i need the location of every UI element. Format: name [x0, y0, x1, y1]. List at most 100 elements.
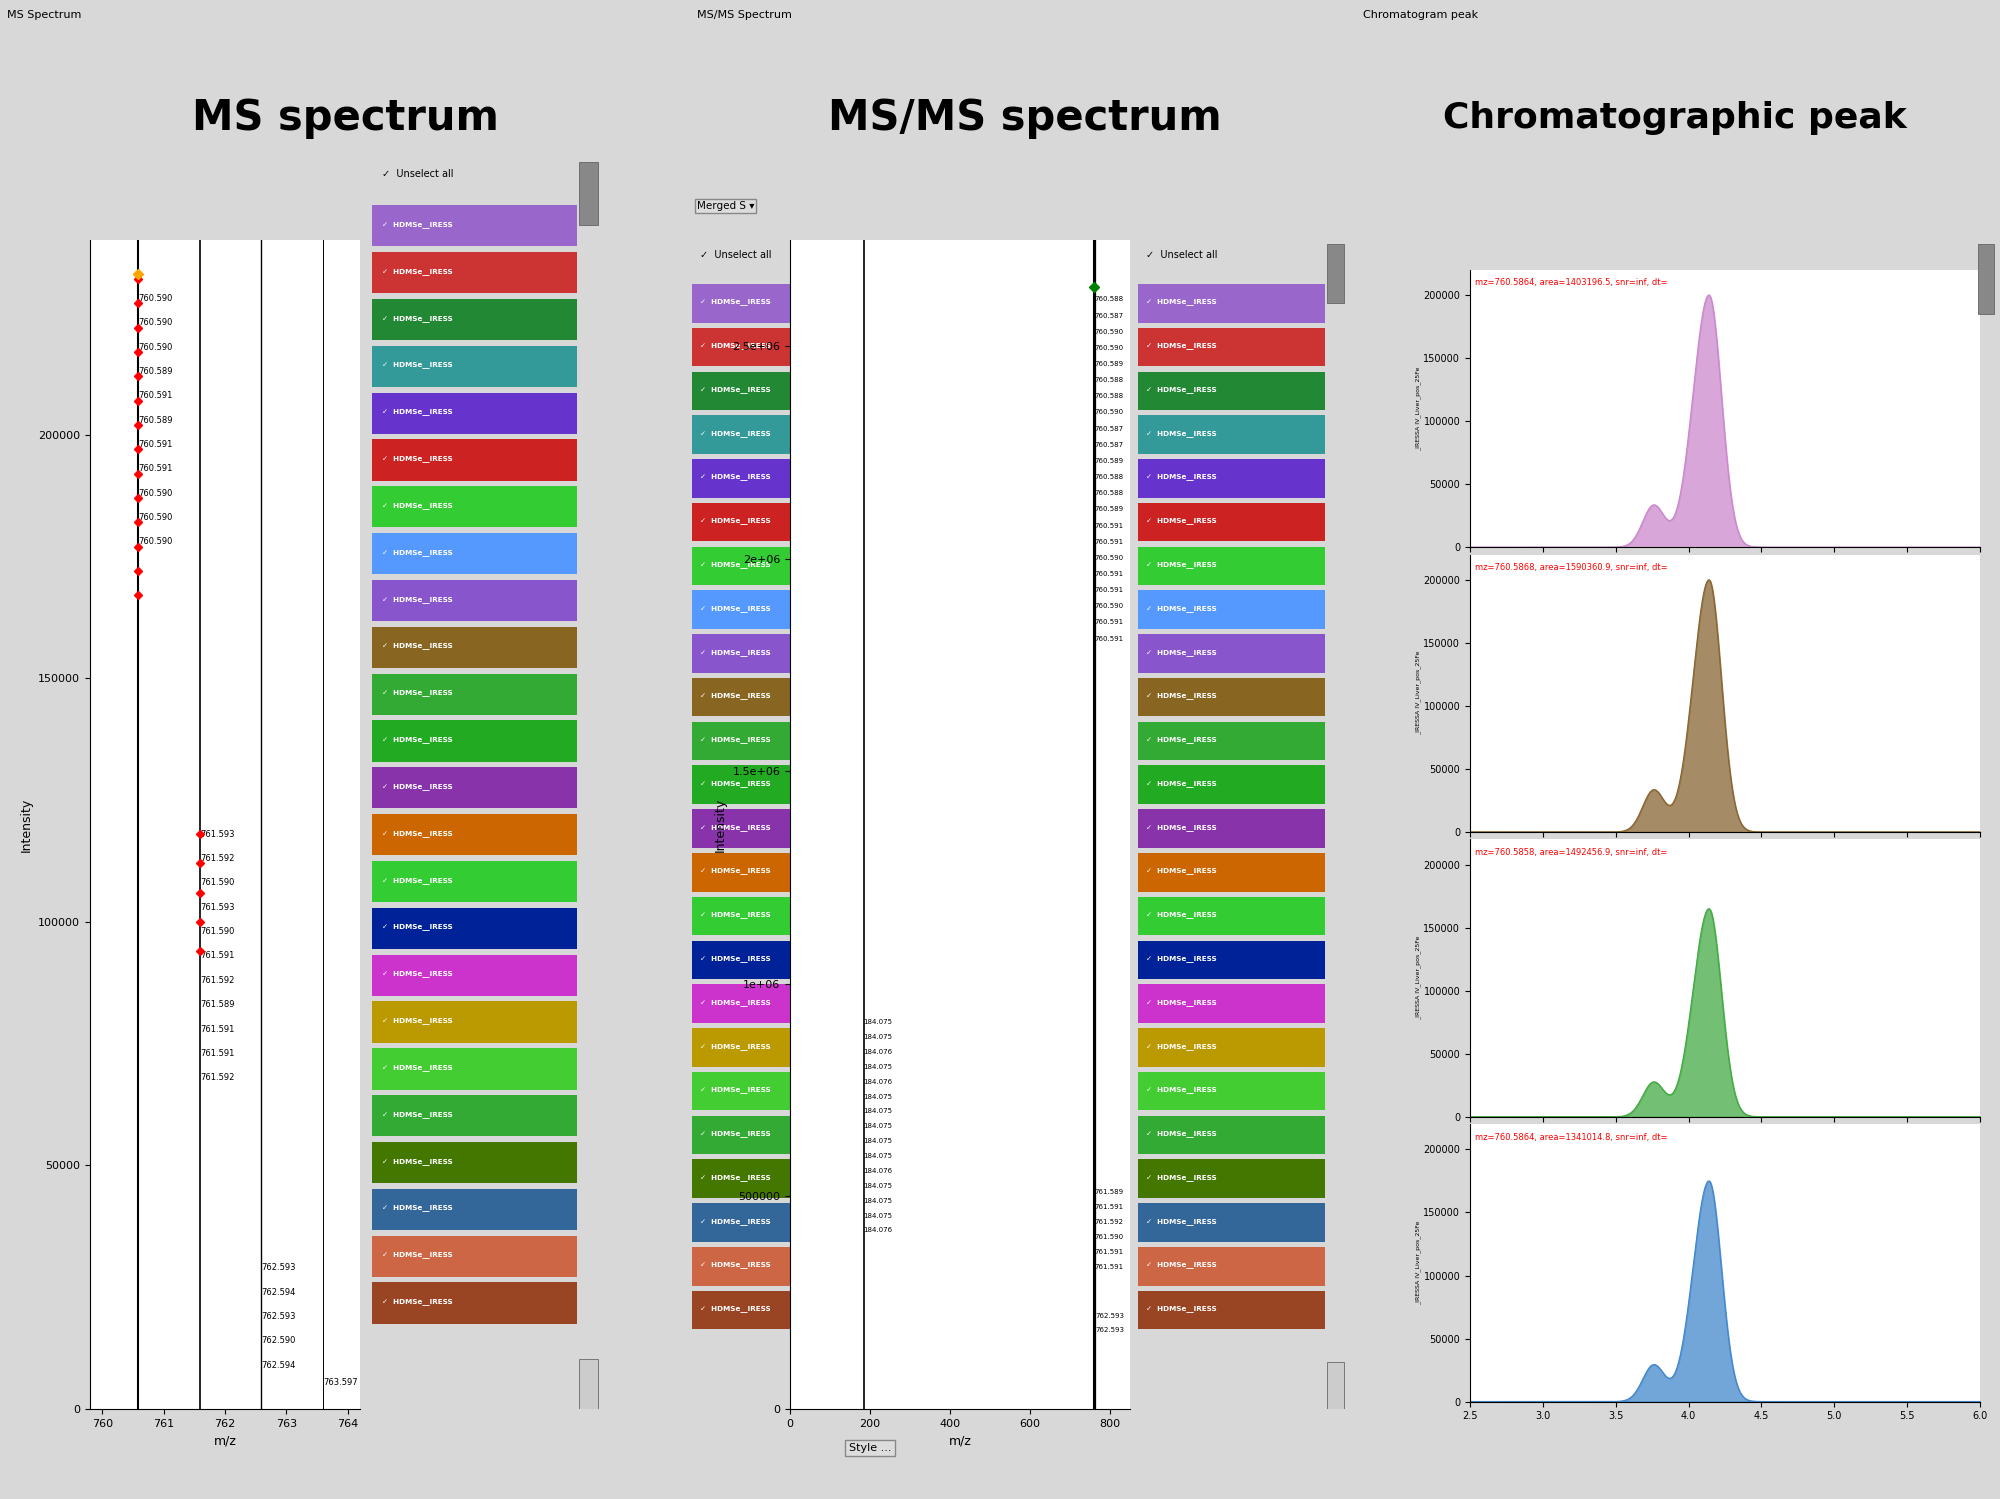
Text: ✓  HDMSe__IRESS: ✓ HDMSe__IRESS [382, 782, 452, 790]
Text: 761.591: 761.591 [1094, 1249, 1124, 1255]
Text: ✓  HDMSe__IRESS: ✓ HDMSe__IRESS [1146, 1262, 1218, 1268]
Text: 184.076: 184.076 [864, 1168, 892, 1174]
Text: 761.590: 761.590 [1094, 1234, 1124, 1240]
Text: 184.075: 184.075 [864, 1034, 892, 1040]
FancyBboxPatch shape [372, 721, 576, 761]
FancyBboxPatch shape [372, 580, 576, 621]
Text: ✓  HDMSe__IRESS: ✓ HDMSe__IRESS [700, 955, 772, 962]
Text: ✓  HDMSe__IRESS: ✓ HDMSe__IRESS [1146, 474, 1218, 481]
Text: ✓  HDMSe__IRESS: ✓ HDMSe__IRESS [382, 268, 452, 274]
Text: ✓  HDMSe__IRESS: ✓ HDMSe__IRESS [1146, 1174, 1218, 1181]
FancyBboxPatch shape [692, 985, 878, 1022]
Y-axis label: _IRESSA IV_Liver_pos_25Fe: _IRESSA IV_Liver_pos_25Fe [1414, 651, 1420, 736]
Text: 761.591: 761.591 [200, 1049, 234, 1058]
Y-axis label: Intensity: Intensity [20, 797, 32, 851]
Text: 761.589: 761.589 [1094, 1189, 1124, 1195]
Text: ✓  HDMSe__IRESS: ✓ HDMSe__IRESS [382, 830, 452, 836]
Text: 761.591: 761.591 [1094, 1204, 1124, 1210]
Text: ✓  Unselect all: ✓ Unselect all [382, 169, 452, 178]
Text: 760.590: 760.590 [138, 489, 174, 498]
Text: 762.593: 762.593 [1096, 1328, 1124, 1334]
Text: 760.591: 760.591 [138, 439, 174, 450]
FancyBboxPatch shape [580, 1358, 598, 1409]
Text: MS spectrum: MS spectrum [192, 97, 498, 139]
Text: Chromatogram peak: Chromatogram peak [1364, 10, 1478, 19]
Text: ✓  HDMSe__IRESS: ✓ HDMSe__IRESS [700, 1087, 772, 1093]
Text: ✓  HDMSe__IRESS: ✓ HDMSe__IRESS [1146, 430, 1218, 436]
Text: ✓  HDMSe__IRESS: ✓ HDMSe__IRESS [700, 1262, 772, 1268]
Text: ✓  HDMSe__IRESS: ✓ HDMSe__IRESS [382, 456, 452, 462]
Text: ✓  HDMSe__IRESS: ✓ HDMSe__IRESS [1146, 693, 1218, 700]
FancyBboxPatch shape [692, 1204, 878, 1241]
Text: ✓  HDMSe__IRESS: ✓ HDMSe__IRESS [700, 1174, 772, 1181]
FancyBboxPatch shape [1138, 1159, 1324, 1198]
FancyBboxPatch shape [692, 853, 878, 892]
FancyBboxPatch shape [692, 940, 878, 979]
Text: ✓  HDMSe__IRESS: ✓ HDMSe__IRESS [382, 315, 452, 321]
Text: 760.588: 760.588 [1094, 297, 1124, 303]
FancyBboxPatch shape [1138, 1072, 1324, 1111]
FancyBboxPatch shape [372, 346, 576, 387]
Text: ✓  HDMSe__IRESS: ✓ HDMSe__IRESS [382, 736, 452, 744]
Text: ✓  HDMSe__IRESS: ✓ HDMSe__IRESS [1146, 387, 1218, 393]
FancyBboxPatch shape [372, 205, 576, 246]
Text: 760.590: 760.590 [138, 537, 174, 547]
Text: 760.589: 760.589 [138, 367, 174, 376]
Text: 184.075: 184.075 [864, 1108, 892, 1114]
Text: ✓  HDMSe__IRESS: ✓ HDMSe__IRESS [382, 220, 452, 228]
FancyBboxPatch shape [372, 1189, 576, 1231]
Text: 762.594: 762.594 [262, 1361, 296, 1370]
FancyBboxPatch shape [372, 627, 576, 669]
Text: 761.590: 761.590 [200, 878, 234, 887]
FancyBboxPatch shape [1138, 853, 1324, 892]
Text: 184.075: 184.075 [864, 1183, 892, 1189]
Text: mz=760.5868, area=1590360.9, snr=inf, dt=: mz=760.5868, area=1590360.9, snr=inf, dt… [1476, 564, 1668, 573]
FancyBboxPatch shape [882, 1363, 898, 1409]
Text: Chromatographic peak: Chromatographic peak [1444, 100, 1906, 135]
Text: 760.591: 760.591 [138, 391, 174, 400]
Text: ✓  HDMSe__IRESS: ✓ HDMSe__IRESS [382, 1157, 452, 1165]
Text: 761.592: 761.592 [1094, 1219, 1124, 1225]
Text: ✓  HDMSe__IRESS: ✓ HDMSe__IRESS [700, 779, 772, 787]
Text: 760.589: 760.589 [1094, 361, 1124, 367]
FancyBboxPatch shape [1138, 591, 1324, 630]
Text: ✓  HDMSe__IRESS: ✓ HDMSe__IRESS [700, 298, 772, 306]
FancyBboxPatch shape [692, 1247, 878, 1286]
FancyBboxPatch shape [372, 1048, 576, 1090]
FancyBboxPatch shape [1138, 1247, 1324, 1286]
FancyBboxPatch shape [372, 767, 576, 808]
Text: 760.590: 760.590 [138, 513, 174, 522]
Y-axis label: _IRESSA IV_Liver_pos_25Fe: _IRESSA IV_Liver_pos_25Fe [1414, 366, 1420, 451]
Text: 762.593: 762.593 [1096, 1313, 1124, 1319]
FancyBboxPatch shape [1138, 721, 1324, 760]
FancyBboxPatch shape [372, 814, 576, 856]
FancyBboxPatch shape [1138, 940, 1324, 979]
FancyBboxPatch shape [1138, 1291, 1324, 1330]
Text: ✓  HDMSe__IRESS: ✓ HDMSe__IRESS [700, 868, 772, 874]
FancyBboxPatch shape [1978, 244, 1994, 315]
Text: ✓  HDMSe__IRESS: ✓ HDMSe__IRESS [700, 998, 772, 1006]
FancyBboxPatch shape [1138, 283, 1324, 322]
FancyBboxPatch shape [882, 244, 898, 303]
Text: 760.590: 760.590 [138, 294, 174, 303]
Text: 760.588: 760.588 [1094, 393, 1124, 399]
Text: ✓  HDMSe__IRESS: ✓ HDMSe__IRESS [1146, 998, 1218, 1006]
Text: 761.591: 761.591 [200, 1024, 234, 1034]
Text: ✓  HDMSe__IRESS: ✓ HDMSe__IRESS [382, 1252, 452, 1258]
Text: ✓  Unselect all: ✓ Unselect all [1146, 250, 1218, 259]
FancyBboxPatch shape [1138, 985, 1324, 1022]
Text: ✓  HDMSe__IRESS: ✓ HDMSe__IRESS [700, 824, 772, 830]
Text: 184.076: 184.076 [864, 1228, 892, 1234]
Text: ✓  HDMSe__IRESS: ✓ HDMSe__IRESS [1146, 606, 1218, 612]
Text: 184.075: 184.075 [864, 1138, 892, 1144]
Text: ✓  HDMSe__IRESS: ✓ HDMSe__IRESS [1146, 824, 1218, 830]
FancyBboxPatch shape [692, 896, 878, 935]
Y-axis label: _IRESSA IV_Liver_pos_25Fe: _IRESSA IV_Liver_pos_25Fe [1414, 1220, 1420, 1306]
FancyBboxPatch shape [1138, 415, 1324, 454]
Text: ✓  HDMSe__IRESS: ✓ HDMSe__IRESS [382, 643, 452, 649]
Text: ✓  HDMSe__IRESS: ✓ HDMSe__IRESS [1146, 779, 1218, 787]
Text: 760.591: 760.591 [1094, 571, 1124, 577]
Text: 761.589: 761.589 [200, 1000, 234, 1009]
FancyBboxPatch shape [372, 486, 576, 528]
Text: ✓  HDMSe__IRESS: ✓ HDMSe__IRESS [700, 1043, 772, 1049]
